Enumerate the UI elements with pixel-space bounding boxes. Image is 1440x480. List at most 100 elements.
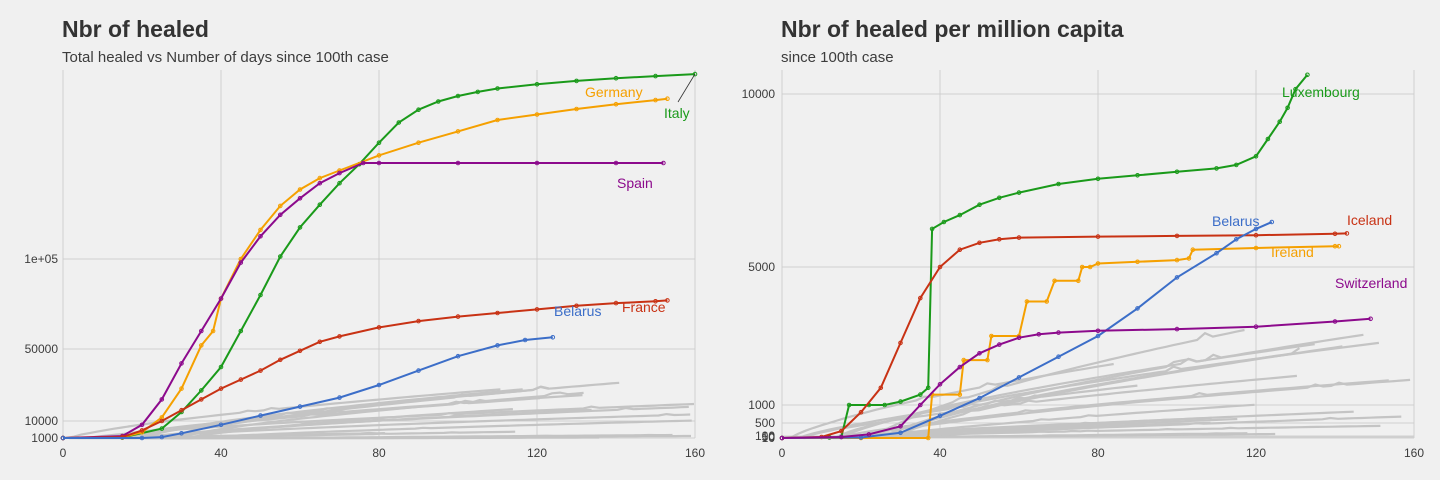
series-line-other-country [172,391,584,440]
data-point [1135,259,1140,265]
data-point [258,368,263,373]
data-point [337,170,342,176]
series-switzerland [779,316,1373,441]
data-point [977,202,982,207]
data-point [997,342,1002,347]
data-point [159,426,165,431]
data-point [139,422,145,428]
x-tick-label: 120 [1246,446,1266,460]
data-point [1052,278,1057,284]
data-point [278,357,283,363]
data-point [317,180,323,186]
data-point [455,129,461,134]
data-point [238,328,244,334]
data-point [692,71,698,77]
data-point [985,357,990,363]
series-label-italy: Italy [664,105,690,121]
data-point [210,328,216,334]
data-point [297,187,303,192]
data-point [898,424,903,429]
data-point [376,325,382,330]
data-point [898,340,903,346]
data-point [436,99,441,104]
data-point [139,428,145,433]
data-point [1095,176,1101,182]
data-point [1016,335,1022,341]
data-point [1056,181,1061,187]
x-tick-label: 40 [214,446,228,460]
x-tick-label: 80 [1091,446,1105,460]
data-point [1174,169,1180,175]
data-point [574,78,579,84]
data-point [1024,299,1030,304]
data-point [661,160,666,166]
x-tick-label: 80 [372,446,386,460]
data-point [1190,247,1196,252]
data-point [779,435,785,441]
data-point [653,73,658,79]
data-point [199,343,204,348]
data-point [258,227,263,233]
data-point [574,106,579,112]
data-point [1174,233,1180,239]
data-point [846,402,852,408]
data-point [1253,245,1259,251]
y-tick-label: 500 [755,416,775,430]
data-point [1076,278,1081,284]
data-point [898,399,903,404]
data-point [60,435,66,441]
data-point [997,195,1002,201]
series-belarus [60,335,556,441]
series-line-other-country [789,362,1114,439]
data-point [1253,226,1259,232]
chart-subtitle: Total healed vs Number of days since 100… [62,49,389,66]
data-point [534,82,540,87]
data-point [1016,375,1022,380]
data-point [534,112,540,117]
data-point [957,212,963,218]
series-label-spain: Spain [617,175,653,191]
grid-lines [781,70,1415,439]
data-point [961,357,966,363]
data-point [1253,154,1259,159]
chart-total-healed: 0 40 80 120 160 1000 10000 50000 1e+05 Germany Ita… [24,70,705,460]
series-line-other-country [835,379,1389,440]
data-point [376,153,382,158]
data-point [1368,316,1373,322]
data-point [1095,261,1101,266]
data-point [839,434,844,440]
data-point [1095,234,1101,239]
series-line-ireland [782,245,1339,439]
data-point [613,160,619,166]
series-line-germany [62,97,668,439]
data-point [218,386,224,391]
data-point [1044,299,1050,304]
data-point [455,93,461,99]
data-point [1174,326,1180,332]
data-point [1253,324,1259,330]
data-point [997,237,1002,242]
data-point [258,413,263,418]
data-point [278,254,283,259]
chart-panel-healed-per-million: 0 40 80 120 160 10 50 100 500 1000 5000 10000 Luxemb… [720,0,1440,480]
data-point [416,368,421,373]
data-point [1265,136,1271,142]
data-point [534,160,540,166]
data-point [550,335,556,340]
data-point [929,226,935,232]
data-point [455,314,461,319]
y-tick-label: 100 [755,429,775,443]
data-point [613,300,619,306]
data-point [1344,231,1350,236]
data-point [218,422,224,428]
data-point [1135,306,1140,311]
data-point [396,120,402,125]
data-point [218,364,224,370]
data-point [977,240,982,246]
series-line-other-country [850,417,1238,440]
data-point [1234,237,1239,242]
data-point [199,328,204,334]
series-label-luxembourg: Luxembourg [1282,84,1360,100]
data-point [278,212,283,218]
